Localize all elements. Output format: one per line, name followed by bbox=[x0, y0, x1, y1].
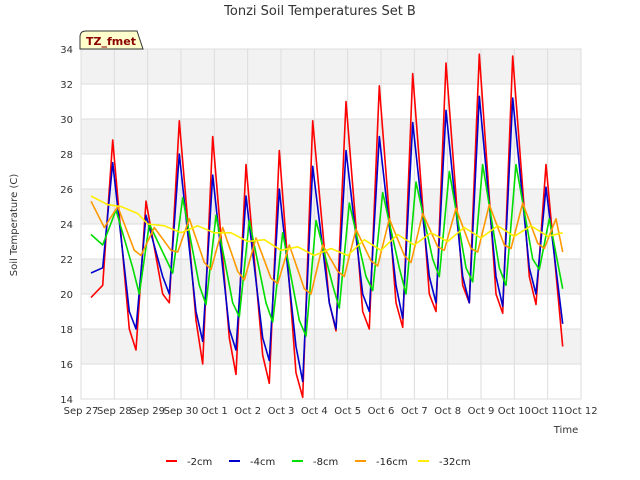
x-tick-label: Sep 28 bbox=[97, 406, 132, 417]
y-tick-label: 24 bbox=[60, 220, 73, 231]
x-tick-label: Sep 29 bbox=[130, 406, 165, 417]
x-tick-label: Sep 30 bbox=[164, 406, 199, 417]
y-axis-title: Soil Temperature (C) bbox=[9, 174, 20, 277]
y-tick-label: 30 bbox=[60, 115, 73, 126]
y-tick-label: 34 bbox=[60, 45, 73, 56]
legend-label: -16cm bbox=[376, 457, 408, 468]
x-tick-label: Sep 27 bbox=[64, 406, 99, 417]
x-tick-label: Oct 12 bbox=[564, 406, 597, 417]
x-tick-label: Oct 11 bbox=[531, 406, 564, 417]
badge-box bbox=[79, 30, 144, 50]
y-tick-label: 16 bbox=[60, 360, 73, 371]
series-line-8cm bbox=[90, 163, 564, 337]
plot-band bbox=[81, 154, 581, 189]
x-tick-label: Oct 1 bbox=[201, 406, 228, 417]
plot-band bbox=[81, 364, 581, 399]
site-badge: TZ_fmet bbox=[79, 30, 144, 50]
y-tick-label: 26 bbox=[60, 185, 73, 196]
x-tick-label: Oct 2 bbox=[234, 406, 261, 417]
legend-label: -32cm bbox=[439, 457, 471, 468]
y-tick-label: 32 bbox=[60, 80, 73, 91]
y-tick-label: 20 bbox=[60, 290, 73, 301]
y-tick-label: 28 bbox=[60, 150, 73, 161]
legend-label: -2cm bbox=[187, 457, 212, 468]
plot-band bbox=[81, 189, 581, 224]
y-axis-ticks: 14 16 18 20 22 24 26 28 30 32 34 bbox=[60, 45, 73, 406]
legend-label: -8cm bbox=[313, 457, 338, 468]
x-tick-label: Oct 7 bbox=[401, 406, 428, 417]
plot-band bbox=[81, 329, 581, 364]
plot-band bbox=[81, 84, 581, 119]
x-tick-label: Oct 4 bbox=[301, 406, 328, 417]
y-tick-label: 14 bbox=[60, 395, 73, 406]
series-line-4cm bbox=[90, 95, 564, 383]
y-tick-label: 18 bbox=[60, 325, 73, 336]
y-tick-label: 22 bbox=[60, 255, 73, 266]
x-tick-label: Oct 3 bbox=[268, 406, 295, 417]
x-tick-label: Oct 10 bbox=[498, 406, 531, 417]
plot-band bbox=[81, 119, 581, 154]
series-lines bbox=[90, 53, 564, 399]
plot-band bbox=[81, 49, 581, 84]
legend: -2cm -4cm -8cm -16cm -32cm bbox=[166, 457, 471, 468]
x-tick-label: Oct 9 bbox=[468, 406, 495, 417]
legend-label: -4cm bbox=[250, 457, 275, 468]
series-line-16cm bbox=[90, 200, 564, 295]
x-tick-label: Oct 6 bbox=[368, 406, 395, 417]
series-line-32cm bbox=[90, 195, 563, 257]
x-axis-title: Time bbox=[553, 425, 578, 436]
x-tick-label: Oct 5 bbox=[334, 406, 361, 417]
chart-title: Tonzi Soil Temperatures Set B bbox=[223, 4, 416, 19]
badge-label: TZ_fmet bbox=[86, 35, 136, 48]
x-tick-label: Oct 8 bbox=[434, 406, 461, 417]
